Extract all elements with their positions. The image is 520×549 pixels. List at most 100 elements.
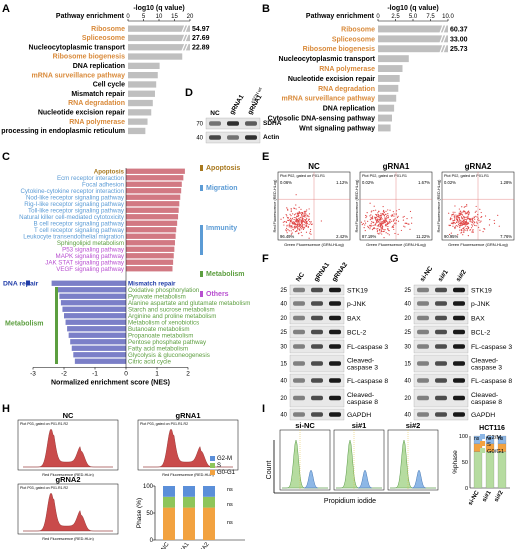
e-dot	[478, 219, 480, 221]
e-xlabel: Green Fluorescence (GRN-HLog)	[448, 242, 508, 247]
h-legend-label: G2-M	[217, 456, 232, 462]
e-dot	[303, 211, 305, 213]
c-pos-bar	[126, 168, 185, 174]
i-legend-label: S	[487, 442, 491, 448]
e-dot	[372, 221, 374, 223]
b-break	[439, 24, 447, 34]
e-dot	[367, 220, 369, 222]
e-dot	[383, 220, 385, 223]
e-dot	[398, 208, 400, 211]
d-band	[209, 135, 221, 140]
f-band	[293, 301, 305, 306]
g-marker: 25	[404, 330, 411, 336]
b-break	[439, 34, 447, 44]
e-dot	[460, 221, 462, 223]
g-row-label: FL-caspase 8	[471, 378, 512, 385]
e-dot	[406, 217, 408, 220]
e-dot	[467, 234, 469, 237]
e-dot	[301, 221, 304, 223]
e-dot	[463, 231, 465, 233]
panel-label-g: G	[390, 253, 399, 265]
e-dot	[389, 222, 391, 224]
f-row-label: caspase 3	[347, 365, 378, 372]
e-dot	[287, 209, 289, 211]
e-dot	[365, 214, 367, 217]
e-dot	[379, 216, 381, 218]
a-header-left: Pathway enrichment	[56, 13, 125, 20]
e-dot	[456, 218, 459, 220]
c-pos-bar	[126, 233, 176, 239]
e-dot	[306, 222, 308, 225]
f-band	[311, 395, 323, 401]
h-ytick-label: 50	[146, 511, 153, 517]
e-dot	[387, 229, 390, 231]
e-dot	[380, 212, 382, 215]
e-dot	[285, 229, 287, 231]
d-band	[245, 121, 257, 126]
e-dot	[464, 216, 466, 218]
f-marker: 40	[280, 379, 287, 385]
e-dot	[301, 226, 303, 228]
e-dot	[463, 220, 466, 222]
e-dot	[466, 205, 468, 207]
f-marker: 25	[280, 330, 287, 336]
e-dot	[306, 217, 308, 220]
g-marker: 20	[404, 396, 411, 402]
e-dot	[464, 211, 467, 213]
e-dot	[464, 223, 466, 225]
b-value-label: 33.00	[450, 36, 468, 43]
e-dot	[293, 216, 295, 219]
e-quad-ur: 1.67%	[418, 180, 430, 185]
g-band	[453, 301, 465, 306]
i-ytick-label: 0	[465, 486, 468, 492]
e-dot	[462, 220, 464, 222]
c-tick-label: 2	[186, 371, 190, 378]
c-pos-label: Nod-like receptor signaling pathway	[26, 194, 125, 201]
b-bar	[378, 45, 448, 53]
e-dot	[296, 230, 298, 232]
e-dot	[374, 227, 376, 230]
e-dot	[381, 215, 383, 217]
f-band	[329, 329, 341, 335]
e-dot	[383, 222, 385, 224]
e-dot	[369, 219, 371, 221]
b-tick-label: 10.0	[442, 14, 454, 20]
h-hist-xlabel: Red Fluorescence (RED-HLin)	[162, 473, 214, 477]
i-stack-segment	[497, 451, 507, 489]
panel-a-chart: Pathway enrichment -log10 (q value)0 5 10 15…	[1, 5, 209, 135]
e-dot	[298, 213, 300, 215]
e-dot	[460, 219, 462, 222]
f-band	[311, 378, 323, 383]
e-dot	[369, 228, 371, 230]
g-marker: 40	[404, 379, 411, 385]
d-lane-label: gRNA1	[229, 93, 246, 116]
d-band	[209, 121, 221, 126]
e-dot	[385, 232, 387, 234]
g-row-label: BAX	[471, 316, 485, 323]
e-dot	[374, 223, 376, 226]
e-dot	[402, 219, 405, 221]
e-dot	[461, 220, 463, 223]
e-dot	[396, 216, 399, 219]
f-row-label: Cleaved-	[347, 392, 374, 399]
g-row-label: Cleaved-	[471, 358, 498, 365]
a-break	[181, 24, 189, 33]
e-dot	[288, 226, 290, 228]
g-band	[417, 287, 429, 293]
c-neg-label: Citric acid cycle	[128, 358, 172, 365]
f-band	[293, 287, 305, 293]
b-row-label: Wnt signaling pathway	[299, 125, 375, 132]
c-neg-bar	[74, 358, 126, 364]
e-dot	[390, 215, 392, 217]
c-pos-label: Toll-like receptor signaling pathway	[28, 207, 125, 214]
g-band	[435, 344, 447, 349]
i-hist-frame	[333, 429, 385, 491]
e-dot	[464, 222, 467, 224]
e-dot	[295, 204, 297, 206]
e-dot	[409, 228, 411, 230]
f-band	[329, 301, 341, 306]
e-dot	[475, 215, 477, 217]
e-dot	[381, 212, 384, 215]
e-dot	[289, 217, 292, 219]
